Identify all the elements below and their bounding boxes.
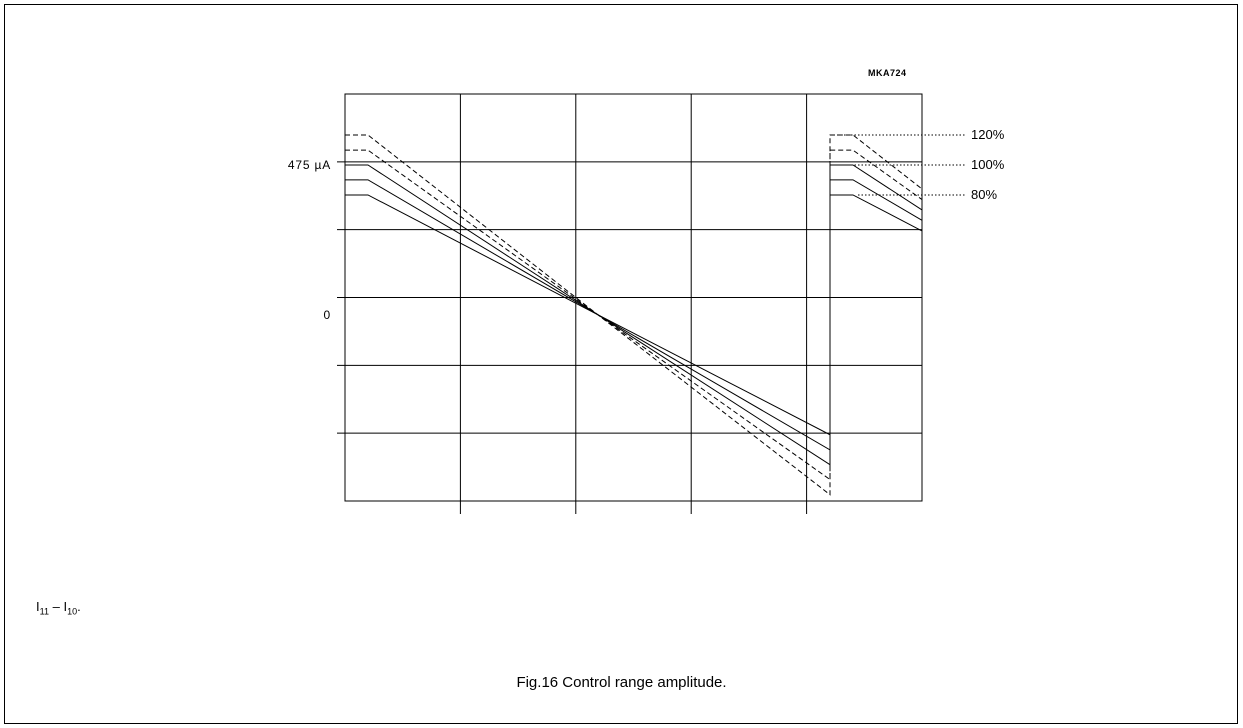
note-separator: – [48, 599, 64, 614]
note-current-a: I [36, 599, 40, 614]
series-line [345, 149, 923, 481]
note-current-b: I [63, 599, 68, 614]
series-line [345, 194, 923, 436]
y-tick-label: 475 µA [288, 158, 331, 172]
legend-label: 100% [971, 157, 1005, 172]
series-line [345, 134, 923, 496]
series-line [345, 179, 923, 451]
legend-label: 80% [971, 187, 997, 202]
figure-code: MKA724 [868, 68, 907, 78]
series-line [345, 164, 923, 466]
figure-caption: Fig.16 Control range amplitude. [516, 674, 727, 691]
current-difference-note: I11 – I10. [36, 599, 81, 617]
figure-frame [4, 4, 1238, 724]
note-current-b-index: 10 [67, 606, 78, 617]
note-end: . [77, 599, 81, 614]
legend-label: 120% [971, 127, 1005, 142]
note-current-a-index: 11 [39, 606, 49, 617]
y-tick-label: 0 [324, 308, 331, 322]
